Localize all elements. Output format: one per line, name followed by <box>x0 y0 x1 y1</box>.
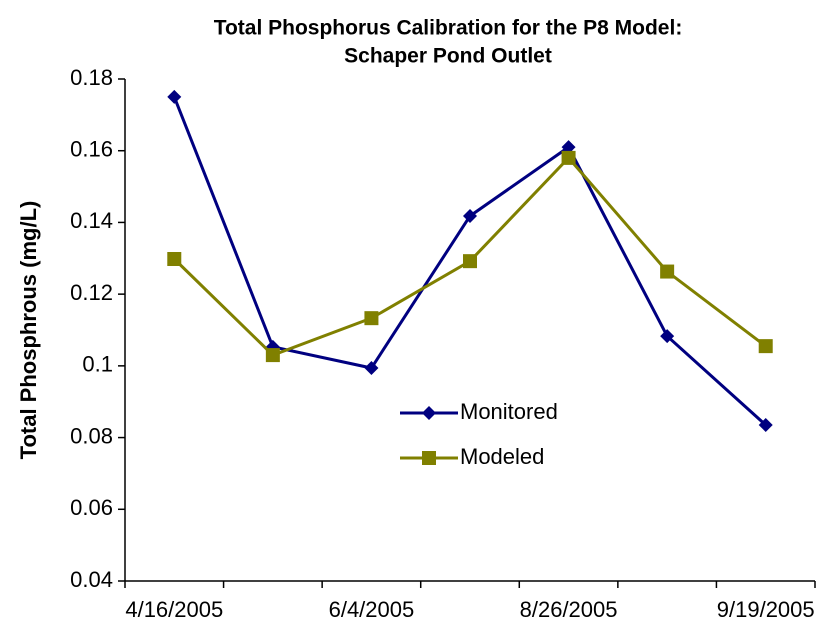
y-tick-label: 0.14 <box>70 208 113 233</box>
marker <box>758 418 773 433</box>
y-tick-label: 0.18 <box>70 65 113 90</box>
marker <box>422 406 436 420</box>
marker <box>364 311 379 326</box>
marker <box>463 254 477 269</box>
chart-title: Total Phosphorus Calibration for the P8 … <box>214 17 683 40</box>
marker <box>561 150 576 165</box>
y-tick-label: 0.16 <box>70 137 113 162</box>
y-tick-label: 0.12 <box>70 280 113 305</box>
marker <box>463 208 477 223</box>
marker <box>660 329 675 344</box>
y-tick-label: 0.04 <box>70 567 113 592</box>
chart-title: Schaper Pond Outlet <box>344 45 552 68</box>
y-tick-label: 0.1 <box>82 352 113 377</box>
y-axis-label: Total Phosphrous (mg/L) <box>16 201 41 460</box>
marker <box>167 252 182 267</box>
marker <box>561 140 576 155</box>
marker <box>265 348 280 363</box>
y-tick-label: 0.08 <box>70 423 113 448</box>
marker <box>660 264 675 279</box>
marker <box>364 361 379 376</box>
x-tick-label: 6/4/2005 <box>329 597 415 622</box>
marker <box>422 451 436 465</box>
y-tick-label: 0.06 <box>70 495 113 520</box>
legend-label: Monitored <box>460 399 558 424</box>
marker <box>758 339 773 354</box>
legend-label: Modeled <box>460 444 544 469</box>
marker <box>167 89 182 104</box>
x-tick-label: 9/19/2005 <box>717 597 815 622</box>
x-tick-label: 8/26/2005 <box>520 597 618 622</box>
x-tick-label: 4/16/2005 <box>125 597 223 622</box>
